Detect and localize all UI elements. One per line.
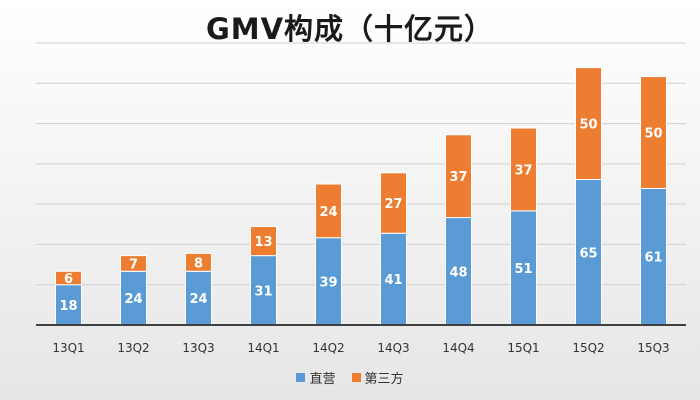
data-label: 41 <box>384 273 402 288</box>
legend-label: 第三方 <box>364 372 404 387</box>
data-label: 8 <box>194 256 203 271</box>
bar-third-party <box>640 76 667 189</box>
x-tick-label: 13Q3 <box>182 341 214 355</box>
data-label: 65 <box>579 246 597 261</box>
data-label: 51 <box>514 262 532 277</box>
data-label: 18 <box>59 299 77 314</box>
legend-item: 直营 <box>296 368 336 387</box>
legend-swatch <box>351 373 361 382</box>
bar-third-party <box>120 255 147 272</box>
legend-swatch <box>296 373 306 382</box>
data-label: 6 <box>64 272 73 287</box>
bar-third-party <box>250 226 277 257</box>
data-label: 27 <box>384 197 402 212</box>
data-label: 24 <box>124 292 142 307</box>
bar-direct <box>250 255 277 326</box>
x-tick-label: 15Q2 <box>572 341 604 355</box>
legend-item: 第三方 <box>351 368 404 387</box>
x-tick-label: 13Q1 <box>52 341 84 355</box>
data-label: 50 <box>579 118 597 133</box>
bar-direct <box>640 187 667 326</box>
data-label: 50 <box>644 127 662 142</box>
legend: 直营 第三方 <box>0 368 700 387</box>
legend-label: 直营 <box>309 372 336 387</box>
bar-third-party <box>315 183 342 239</box>
data-label: 7 <box>129 257 138 272</box>
x-tick-label: 15Q1 <box>507 341 539 355</box>
x-tick-label: 15Q3 <box>637 341 669 355</box>
bar-third-party <box>380 172 407 234</box>
data-label: 61 <box>644 251 662 266</box>
bar-direct <box>445 217 472 326</box>
data-label: 37 <box>514 163 532 178</box>
bar-third-party <box>510 127 537 212</box>
data-label: 37 <box>449 170 467 185</box>
x-tick-label: 14Q1 <box>247 341 279 355</box>
data-label: 39 <box>319 275 337 290</box>
x-tick-label: 14Q4 <box>442 341 474 355</box>
x-tick-label: 14Q3 <box>377 341 409 355</box>
bar-direct <box>380 232 407 326</box>
chart-title: GMV构成（十亿元） <box>205 12 495 46</box>
bar-third-party <box>185 252 212 272</box>
data-label: 24 <box>189 292 207 307</box>
data-label: 13 <box>254 235 272 250</box>
bar-direct <box>510 210 537 326</box>
x-tick-label: 13Q2 <box>117 341 149 355</box>
data-label: 48 <box>449 265 467 280</box>
data-label: 24 <box>319 205 337 220</box>
bar-third-party <box>55 270 82 286</box>
bar-third-party <box>445 134 472 219</box>
x-tick-label: 14Q2 <box>312 341 344 355</box>
bar-third-party <box>575 67 602 181</box>
data-label: 31 <box>254 284 272 299</box>
